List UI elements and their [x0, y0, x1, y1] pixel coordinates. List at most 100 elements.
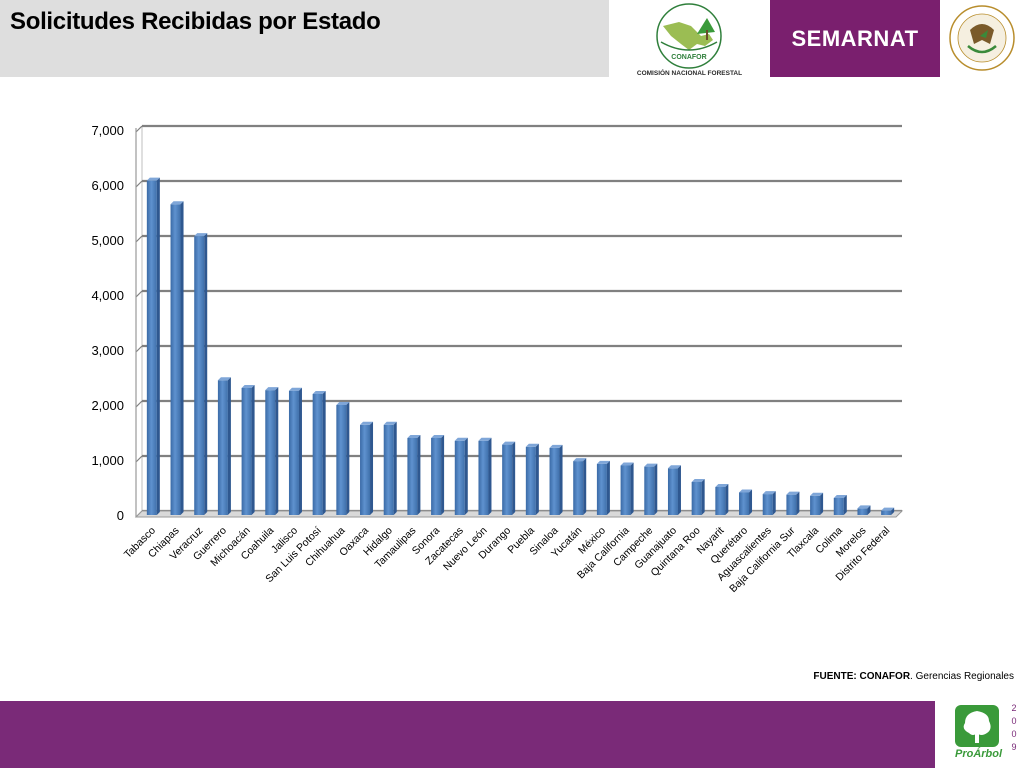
- bar-top: [620, 462, 634, 466]
- y-tick-label: 5,000: [91, 233, 124, 248]
- bar-front: [336, 405, 347, 515]
- mexico-seal: [940, 0, 1024, 77]
- bar-side: [441, 435, 445, 515]
- bar: [573, 458, 587, 515]
- bar: [810, 492, 824, 515]
- bar-top: [312, 391, 326, 394]
- semarnat-label: SEMARNAT: [791, 26, 919, 51]
- bar-top: [881, 507, 895, 511]
- bar: [786, 491, 800, 515]
- bar-front: [407, 438, 418, 515]
- bar: [620, 462, 634, 515]
- bar-front: [288, 390, 299, 515]
- source-label: FUENTE:: [813, 671, 857, 682]
- bar-front: [312, 394, 323, 515]
- gridline-diagonal: [135, 345, 143, 353]
- y-tick-label: 7,000: [91, 123, 124, 138]
- tree-icon: [955, 705, 999, 747]
- bar-front: [573, 461, 584, 515]
- bar-top: [288, 387, 302, 391]
- bar-side: [322, 391, 326, 515]
- bar-top: [336, 402, 350, 405]
- bar: [478, 437, 492, 515]
- year-digit: 0: [1011, 716, 1017, 726]
- bar-front: [478, 440, 489, 515]
- gridline-diagonal: [135, 180, 143, 188]
- y-tick-label: 4,000: [91, 288, 124, 303]
- svg-text:CONAFOR: CONAFOR: [671, 54, 706, 61]
- bar-side: [346, 402, 350, 515]
- footer-band: [0, 701, 935, 768]
- bar-front: [715, 486, 726, 515]
- bar-side: [654, 463, 658, 515]
- bar: [312, 391, 326, 515]
- bar-side: [701, 479, 705, 515]
- y-tick-label: 6,000: [91, 178, 124, 193]
- bar-top: [360, 421, 374, 425]
- bar-top: [194, 233, 208, 237]
- mexican-eagle-seal-icon: [949, 5, 1015, 71]
- gridline-diagonal: [135, 125, 143, 133]
- gridline-diagonal: [135, 400, 143, 408]
- gridline-diagonal: [135, 455, 143, 463]
- bar-front: [241, 387, 252, 515]
- bar-side: [204, 233, 208, 515]
- bar-front: [667, 468, 678, 515]
- bar-side: [677, 465, 681, 515]
- bar-front: [170, 204, 181, 515]
- bar-side: [606, 460, 610, 515]
- bar: [525, 443, 539, 515]
- bar-side: [298, 387, 302, 515]
- bar-top: [549, 444, 563, 448]
- proarbol-label: ProÁrbol: [955, 748, 1003, 760]
- bar-side: [630, 462, 634, 515]
- bar-top: [786, 491, 800, 495]
- bar-top: [525, 443, 539, 447]
- bar: [194, 233, 208, 515]
- bar-side: [796, 491, 800, 515]
- year-digit: 9: [1011, 742, 1017, 752]
- bar-front: [644, 466, 655, 515]
- conafor-emblem-icon: CONAFOR: [656, 3, 722, 69]
- source-note: FUENTE: CONAFOR. Gerencias Regionales: [813, 671, 1014, 682]
- bar-side: [867, 505, 871, 515]
- gridline-diagonal: [135, 290, 143, 298]
- bar-front: [549, 447, 560, 515]
- bar-side: [180, 201, 184, 515]
- bar-front: [810, 495, 821, 515]
- bar: [288, 387, 302, 515]
- bar-side: [843, 494, 847, 515]
- bar-top: [833, 494, 847, 498]
- bar-top: [170, 201, 184, 205]
- bar-side: [251, 384, 255, 515]
- bar-front: [146, 180, 157, 515]
- y-tick-label: 0: [117, 508, 124, 523]
- bar-top: [715, 483, 729, 487]
- bar-side: [559, 444, 563, 515]
- floor-plane: [134, 510, 904, 518]
- bar-top: [502, 441, 516, 445]
- bar-front: [265, 390, 276, 515]
- bar-front: [691, 482, 702, 515]
- source-org: CONAFOR: [859, 671, 911, 682]
- y-tick-label: 3,000: [91, 343, 124, 358]
- bar-side: [820, 492, 824, 515]
- bar-front: [857, 508, 868, 515]
- bar-front: [431, 438, 442, 515]
- bar: [454, 437, 468, 515]
- bar-front: [620, 465, 631, 515]
- bar-side: [512, 441, 516, 515]
- semarnat-logo: SEMARNAT: [770, 0, 940, 77]
- bar-front: [762, 494, 773, 515]
- bar-side: [464, 437, 468, 515]
- bar-top: [762, 491, 776, 495]
- bar: [146, 177, 160, 515]
- bar-top: [265, 387, 279, 391]
- y-tick-label: 2,000: [91, 398, 124, 413]
- bar-side: [393, 421, 397, 515]
- bar-side: [749, 489, 753, 515]
- bar-front: [525, 446, 536, 515]
- header-band: Solicitudes Recibidas por Estado: [0, 0, 609, 77]
- bar-front: [194, 236, 205, 515]
- y-tick-label: 1,000: [91, 453, 124, 468]
